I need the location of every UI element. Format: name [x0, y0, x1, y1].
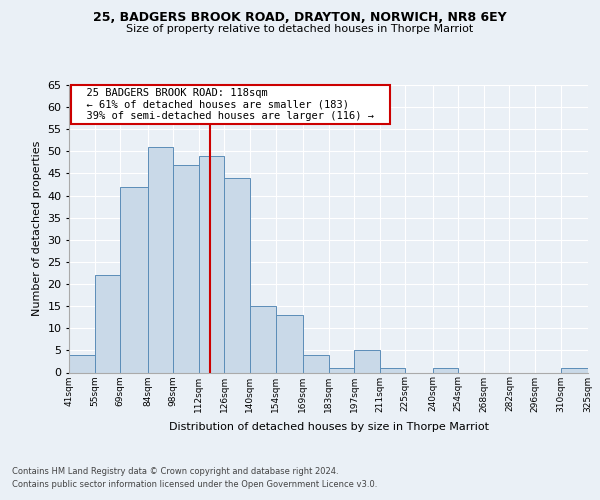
- Bar: [95, 275, 120, 372]
- Bar: [148, 147, 173, 372]
- Bar: [224, 178, 250, 372]
- Text: Contains public sector information licensed under the Open Government Licence v3: Contains public sector information licen…: [12, 480, 377, 489]
- Text: 25, BADGERS BROOK ROAD, DRAYTON, NORWICH, NR8 6EY: 25, BADGERS BROOK ROAD, DRAYTON, NORWICH…: [93, 11, 507, 24]
- Text: 25 BADGERS BROOK ROAD: 118sqm  
  ← 61% of detached houses are smaller (183)  
 : 25 BADGERS BROOK ROAD: 118sqm ← 61% of d…: [74, 88, 386, 121]
- Text: Contains HM Land Registry data © Crown copyright and database right 2024.: Contains HM Land Registry data © Crown c…: [12, 467, 338, 476]
- Bar: [303, 355, 329, 372]
- Bar: [380, 368, 405, 372]
- Y-axis label: Number of detached properties: Number of detached properties: [32, 141, 41, 316]
- Bar: [120, 186, 148, 372]
- Text: Distribution of detached houses by size in Thorpe Marriot: Distribution of detached houses by size …: [169, 422, 489, 432]
- Bar: [250, 306, 275, 372]
- Bar: [329, 368, 354, 372]
- Bar: [173, 164, 199, 372]
- Bar: [199, 156, 224, 372]
- Bar: [433, 368, 458, 372]
- Text: Size of property relative to detached houses in Thorpe Marriot: Size of property relative to detached ho…: [127, 24, 473, 34]
- Bar: [275, 315, 303, 372]
- Bar: [69, 355, 95, 372]
- Bar: [560, 368, 588, 372]
- Bar: [354, 350, 380, 372]
